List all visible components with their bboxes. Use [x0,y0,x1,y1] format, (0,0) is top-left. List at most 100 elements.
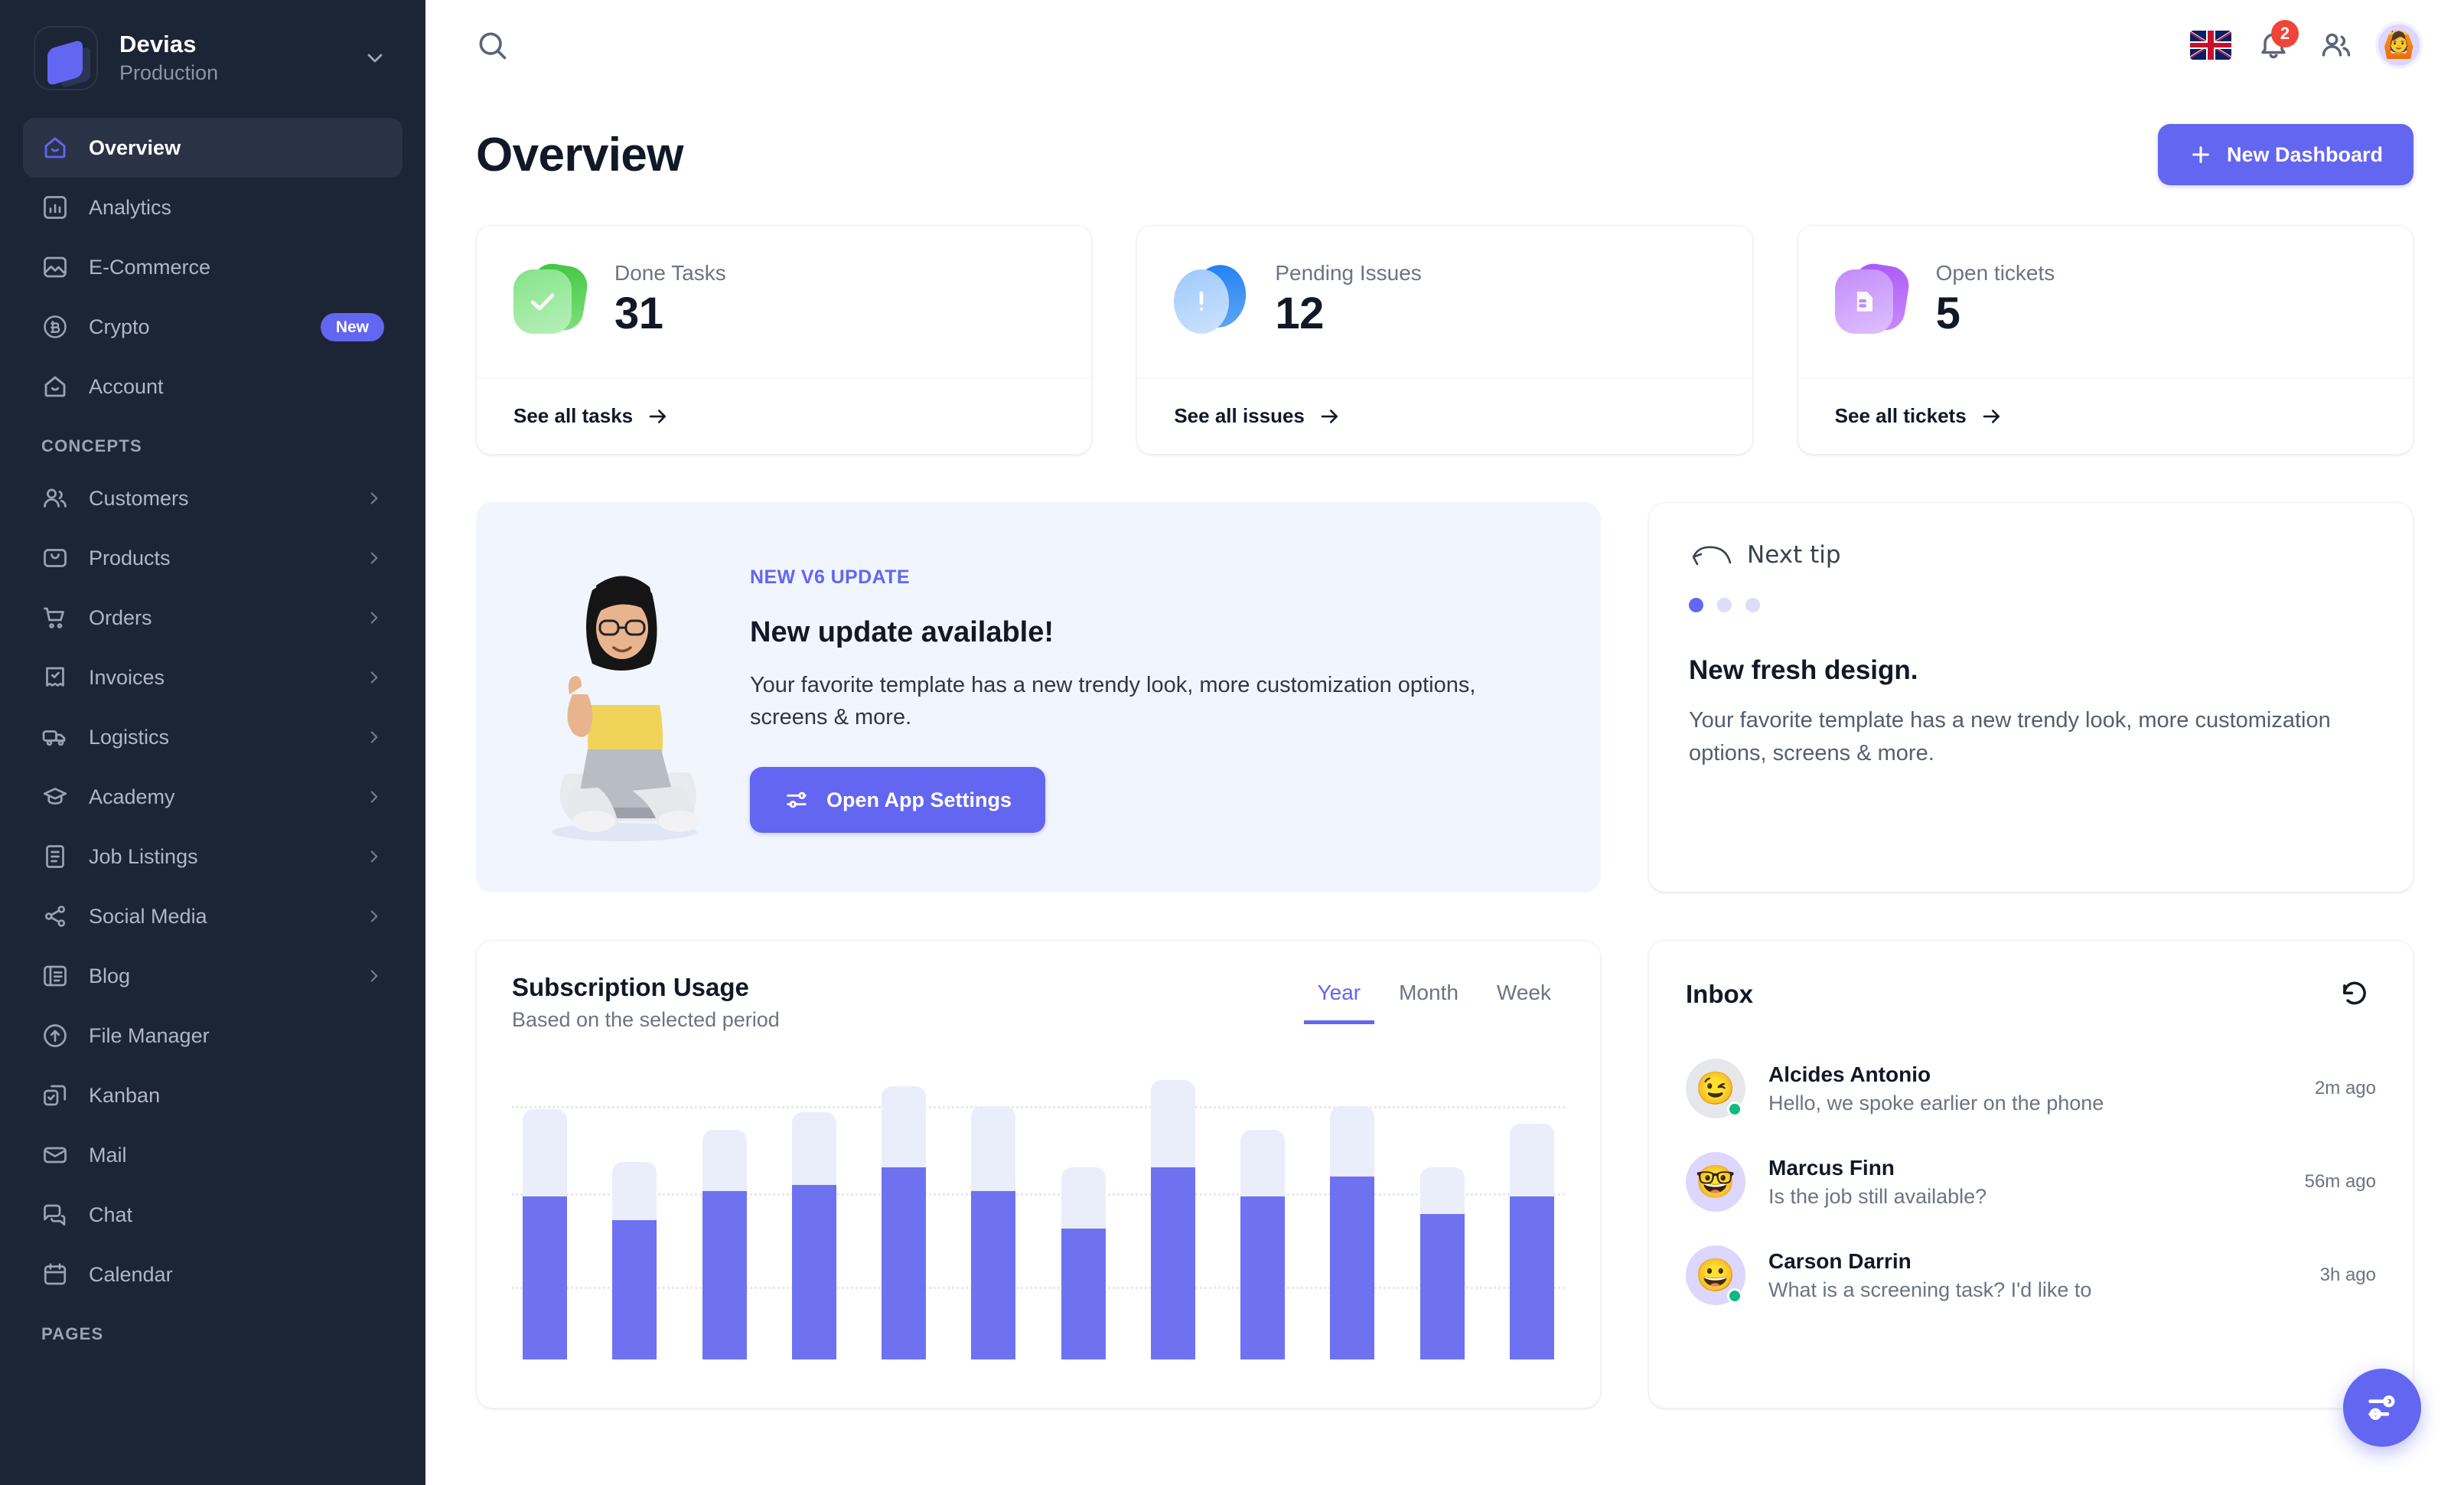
chart-bar-column[interactable] [1330,1106,1375,1359]
inbox-message-preview: Is the job still available? [1768,1184,1987,1208]
inbox-message-item[interactable]: 😉 Alcides Antonio Hello, we spoke earlier … [1649,1042,2413,1135]
chart-bar-column[interactable] [882,1085,927,1359]
share-icon [41,902,69,930]
see-all-issues-link[interactable]: See all issues [1137,377,1752,454]
chart-bar-used [1509,1196,1554,1359]
shopping-bag-icon [41,544,69,572]
chevron-right-icon [364,667,384,687]
avatar: 😀 [1686,1245,1745,1305]
inbox-message-item[interactable]: 😀 Carson Darrin What is a screening task? … [1649,1229,2413,1322]
stat-label: Pending Issues [1275,261,1422,285]
sidebar-item-social-media[interactable]: Social Media [23,886,403,946]
chart-bar-used [1061,1229,1106,1359]
document-icon [41,843,69,870]
chart-bar-column[interactable] [1509,1124,1554,1359]
stat-label: Done Tasks [614,261,726,285]
chart-bar-total [791,1112,836,1359]
tip-dot-3[interactable] [1745,598,1760,612]
receipt-icon [41,664,69,691]
tip-dot-1[interactable] [1689,598,1703,612]
chart-bar-column[interactable] [791,1112,836,1359]
sidebar-item-customers[interactable]: Customers [23,468,403,528]
sidebar-item-mail[interactable]: Mail [23,1125,403,1185]
sidebar-item-blog[interactable]: Blog [23,946,403,1006]
see-all-tickets-link[interactable]: See all tickets [1797,377,2413,454]
bar-chart-icon [41,194,69,221]
sidebar-item-products[interactable]: Products [23,528,403,588]
sidebar-item-kanban[interactable]: Kanban [23,1066,403,1125]
calendar-icon [41,1261,69,1288]
sidebar-item-file-manager[interactable]: File Manager [23,1006,403,1066]
sidebar-item-label: Logistics [89,725,170,749]
brand-environment: Production [119,60,219,84]
inbox-message-time: 56m ago [2304,1171,2376,1192]
refresh-icon[interactable] [2333,973,2376,1016]
upload-icon [41,1022,69,1049]
sidebar-item-crypto[interactable]: Crypto New [23,297,403,357]
search-icon[interactable] [461,14,523,77]
inbox-message-item[interactable]: 🤓 Marcus Finn Is the job still available? 5… [1649,1135,2413,1229]
banner-kicker: NEW V6 UPDATE [750,566,910,588]
sidebar-item-logistics[interactable]: Logistics [23,707,403,767]
chart-bar-column[interactable] [702,1129,747,1359]
chart-bar-column[interactable] [612,1161,657,1359]
chart-bar-column[interactable] [1240,1129,1286,1359]
sidebar-item-analytics[interactable]: Analytics [23,178,403,237]
article-icon [41,962,69,990]
arrow-right-icon [1321,409,1338,423]
new-dashboard-label: New Dashboard [2226,142,2383,166]
see-all-tasks-link[interactable]: See all tasks [477,377,1092,454]
chart-bar-total [1061,1167,1106,1359]
chart-bar-column[interactable] [1419,1167,1465,1359]
tip-body: Your favorite template has a new trendy … [1689,708,2331,765]
language-selector-button[interactable] [2179,14,2242,77]
chevron-down-icon[interactable] [358,46,392,70]
sidebar-item-label: Invoices [89,665,165,689]
inbox-message-time: 2m ago [2314,1078,2376,1098]
notification-count-badge: 2 [2271,20,2299,47]
sidebar-item-label: Job Listings [89,844,198,868]
uk-flag-icon [2190,31,2231,60]
new-dashboard-button[interactable]: New Dashboard [2157,124,2413,185]
chart-bar-column[interactable] [1150,1080,1195,1359]
sidebar-item-job-listings[interactable]: Job Listings [23,827,403,886]
sidebar-item-label: Products [89,546,171,570]
inbox-sender-name: Carson Darrin [1768,1248,1912,1273]
chart-bar-column[interactable] [523,1109,567,1359]
stat-value: 5 [1935,289,1960,338]
chart-gridline [512,1106,1565,1109]
sidebar-item-orders[interactable]: Orders [23,588,403,648]
chevron-right-icon [364,488,384,508]
sidebar-item-label: E-Commerce [89,255,211,279]
chart-bars [512,1069,1565,1359]
sidebar-item-account[interactable]: Account [23,357,403,416]
account-menu-button[interactable]: 🙆 [2368,14,2430,77]
open-app-settings-button[interactable]: Open App Settings [750,767,1045,834]
chart-bar-column[interactable] [971,1106,1016,1359]
sidebar-item-chat[interactable]: Chat [23,1185,403,1245]
truck-icon [41,723,69,751]
notifications-button[interactable]: 2 [2242,14,2305,77]
page-title: Overview [476,128,684,181]
sidebar-item-calendar[interactable]: Calendar [23,1245,403,1304]
tab-year[interactable]: Year [1303,977,1375,1024]
contacts-button[interactable] [2305,14,2368,77]
chart-bar-used [523,1196,567,1359]
sidebar-item-label: Kanban [89,1083,161,1107]
sidebar-item-invoices[interactable]: Invoices [23,648,403,707]
sidebar-item-label: Blog [89,964,131,987]
sidebar-item-e-commerce[interactable]: E-Commerce [23,237,403,297]
tab-week[interactable]: Week [1496,981,1551,1004]
users-icon [2322,33,2351,57]
brand-switcher[interactable]: Devias Production [0,0,425,110]
tip-dot-2[interactable] [1717,598,1732,612]
settings-fab-button[interactable] [2343,1369,2421,1447]
woman-with-laptop-illustration [517,544,724,850]
sidebar-item-overview[interactable]: Overview [23,118,403,178]
tab-month[interactable]: Month [1399,981,1459,1004]
chart-bar-column[interactable] [1061,1167,1106,1359]
chart-bar-total [1240,1129,1286,1359]
page-header: Overview New Dashboard [476,124,2413,185]
sidebar-item-academy[interactable]: Academy [23,767,403,827]
stat-label: Open tickets [1935,261,2055,285]
